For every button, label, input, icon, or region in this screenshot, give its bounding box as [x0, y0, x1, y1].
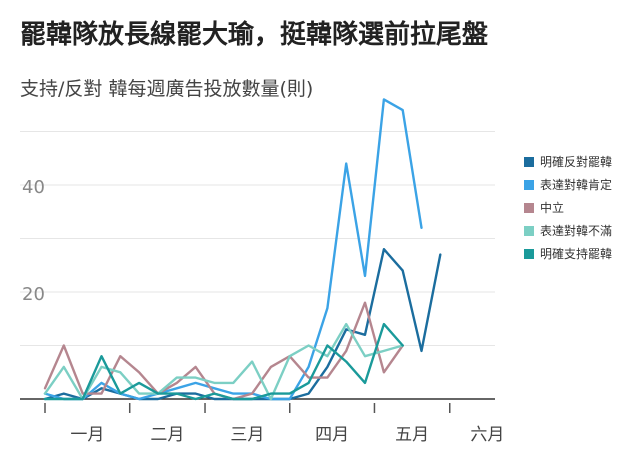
- legend-label: 中立: [540, 201, 565, 215]
- series-line: [43, 322, 404, 401]
- x-tick-label: 一月: [70, 425, 104, 445]
- chart-legend: 明確反對罷韓 表達對韓肯定 中立表達對韓不滿 明確支持罷韓: [524, 150, 612, 265]
- x-tick-label: 五月: [395, 425, 429, 445]
- y-tick-label: 40: [22, 177, 45, 198]
- legend-swatch: [524, 225, 534, 236]
- legend-item: 明確支持罷韓: [524, 242, 612, 265]
- legend-item: 表達對韓不滿: [524, 219, 612, 242]
- legend-item: 表達對韓肯定: [524, 173, 612, 196]
- legend-item: 明確反對罷韓: [524, 150, 612, 173]
- legend-item: 中立: [524, 196, 612, 219]
- x-tick-label: 六月: [470, 425, 504, 445]
- legend-swatch: [524, 248, 534, 259]
- series-line: [43, 98, 423, 401]
- x-tick-label: 三月: [230, 425, 264, 445]
- legend-label: 表達對韓肯定: [540, 178, 613, 192]
- legend-label: 表達對韓不滿: [540, 224, 613, 238]
- chart-title: 罷韓隊放長線罷大瑜，挺韓隊選前拉尾盤: [20, 20, 489, 50]
- legend-swatch: [524, 179, 534, 190]
- legend-label: 明確支持罷韓: [540, 247, 613, 261]
- x-tick-label: 四月: [315, 425, 349, 445]
- series-line: [43, 247, 442, 401]
- legend-swatch: [524, 156, 534, 167]
- chart-subtitle: 支持/反對 韓每週廣告投放數量(則): [20, 78, 314, 100]
- y-tick-label: 20: [22, 284, 45, 305]
- x-tick-label: 二月: [150, 425, 184, 445]
- legend-label: 明確反對罷韓: [540, 155, 613, 169]
- series-line: [43, 322, 404, 401]
- legend-swatch: [524, 202, 534, 213]
